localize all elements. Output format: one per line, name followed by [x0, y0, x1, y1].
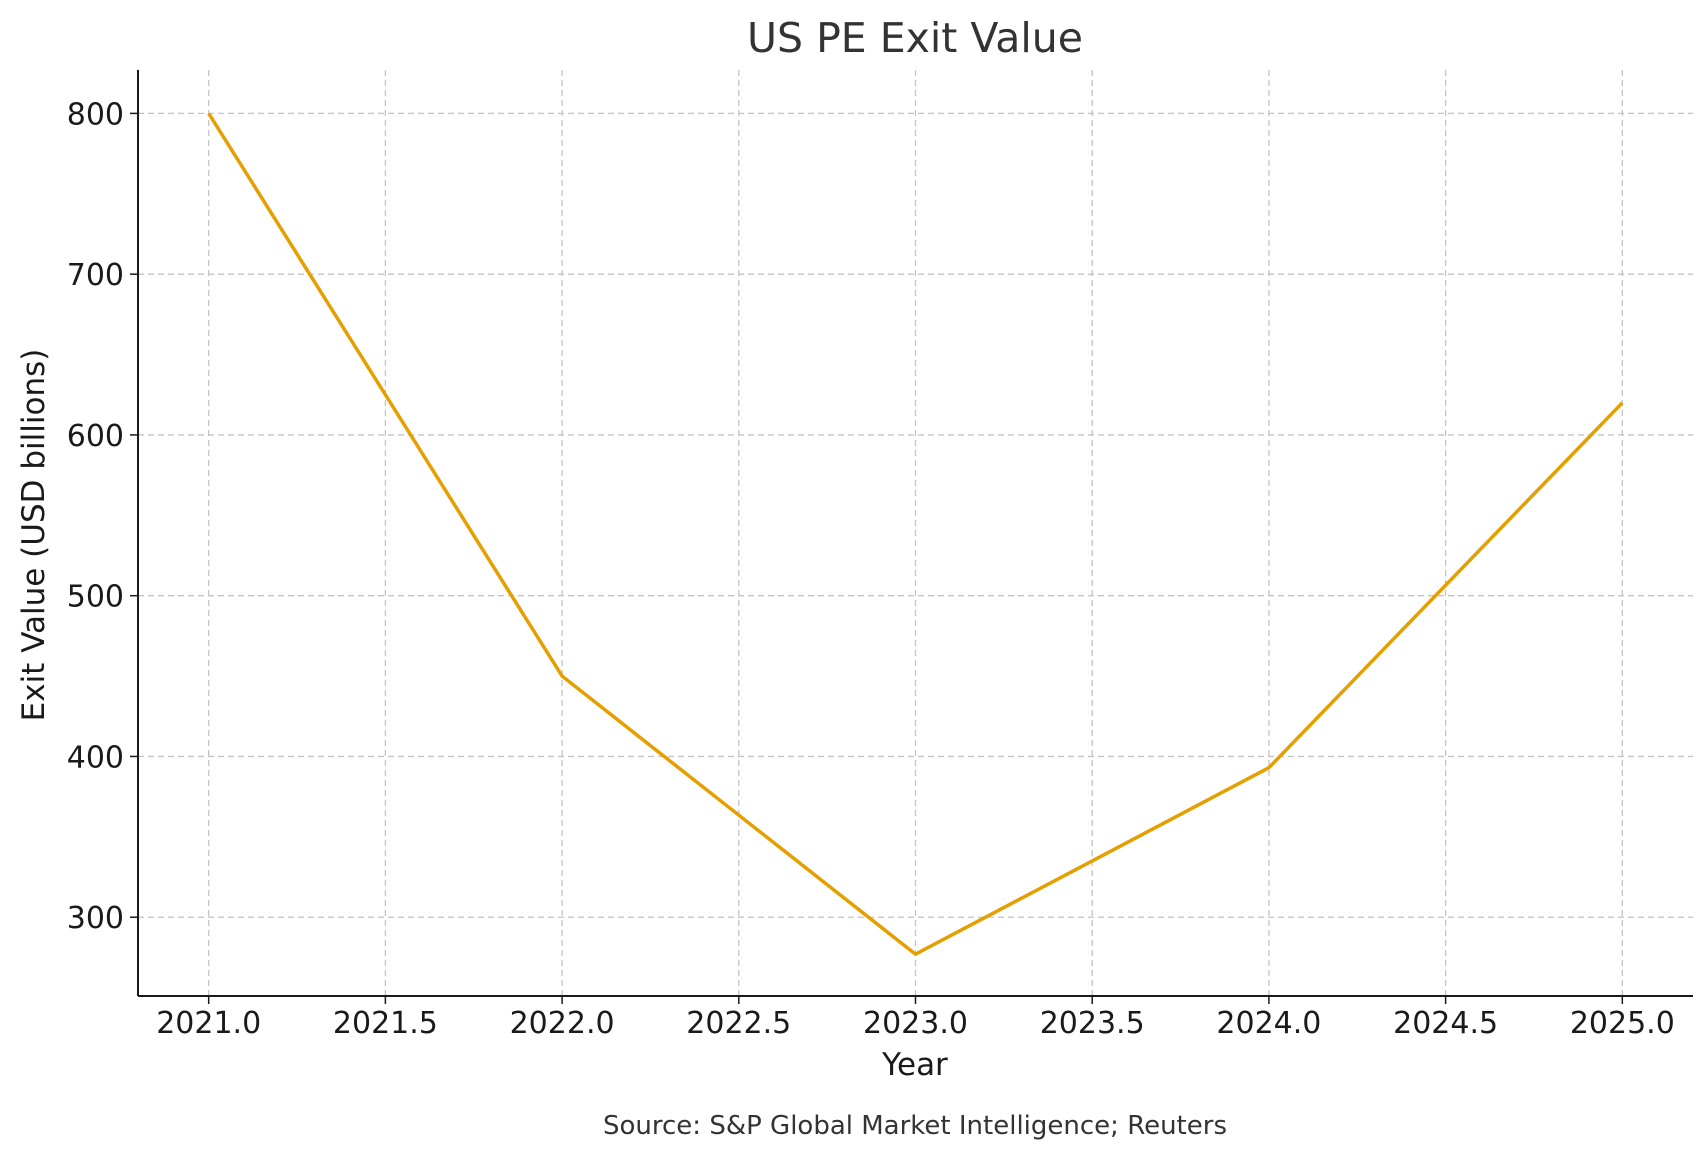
- x-tick-label: 2021.5: [333, 1006, 438, 1041]
- source-note: Source: S&P Global Market Intelligence; …: [603, 1111, 1227, 1141]
- tick-labels: 2021.0 2021.5 2022.0 2022.5 2023.0 2023.5 2024…: [67, 97, 1675, 1041]
- x-tick-label: 2023.0: [863, 1006, 968, 1041]
- y-axis-title: Exit Value (USD billions): [16, 349, 52, 722]
- y-tick-label: 600: [67, 419, 124, 454]
- y-tick-label: 800: [67, 97, 124, 132]
- x-tick-label: 2024.0: [1216, 1006, 1321, 1041]
- x-tick-label: 2023.5: [1040, 1006, 1145, 1041]
- axes: [130, 70, 1693, 1004]
- x-tick-label: 2024.5: [1393, 1006, 1498, 1041]
- chart-title: US PE Exit Value: [747, 14, 1083, 62]
- grid: [138, 70, 1693, 996]
- x-axis-title: Year: [881, 1047, 948, 1083]
- y-tick-label: 700: [67, 258, 124, 293]
- series-layer: [207, 112, 1624, 957]
- y-tick-label: 400: [67, 740, 124, 775]
- y-tick-label: 300: [67, 901, 124, 936]
- series-line: [207, 112, 1624, 957]
- x-tick-label: 2022.5: [686, 1006, 791, 1041]
- y-tick-label: 500: [67, 580, 124, 615]
- x-tick-label: 2022.0: [510, 1006, 615, 1041]
- x-tick-label: 2025.0: [1570, 1006, 1675, 1041]
- x-tick-label: 2021.0: [156, 1006, 261, 1041]
